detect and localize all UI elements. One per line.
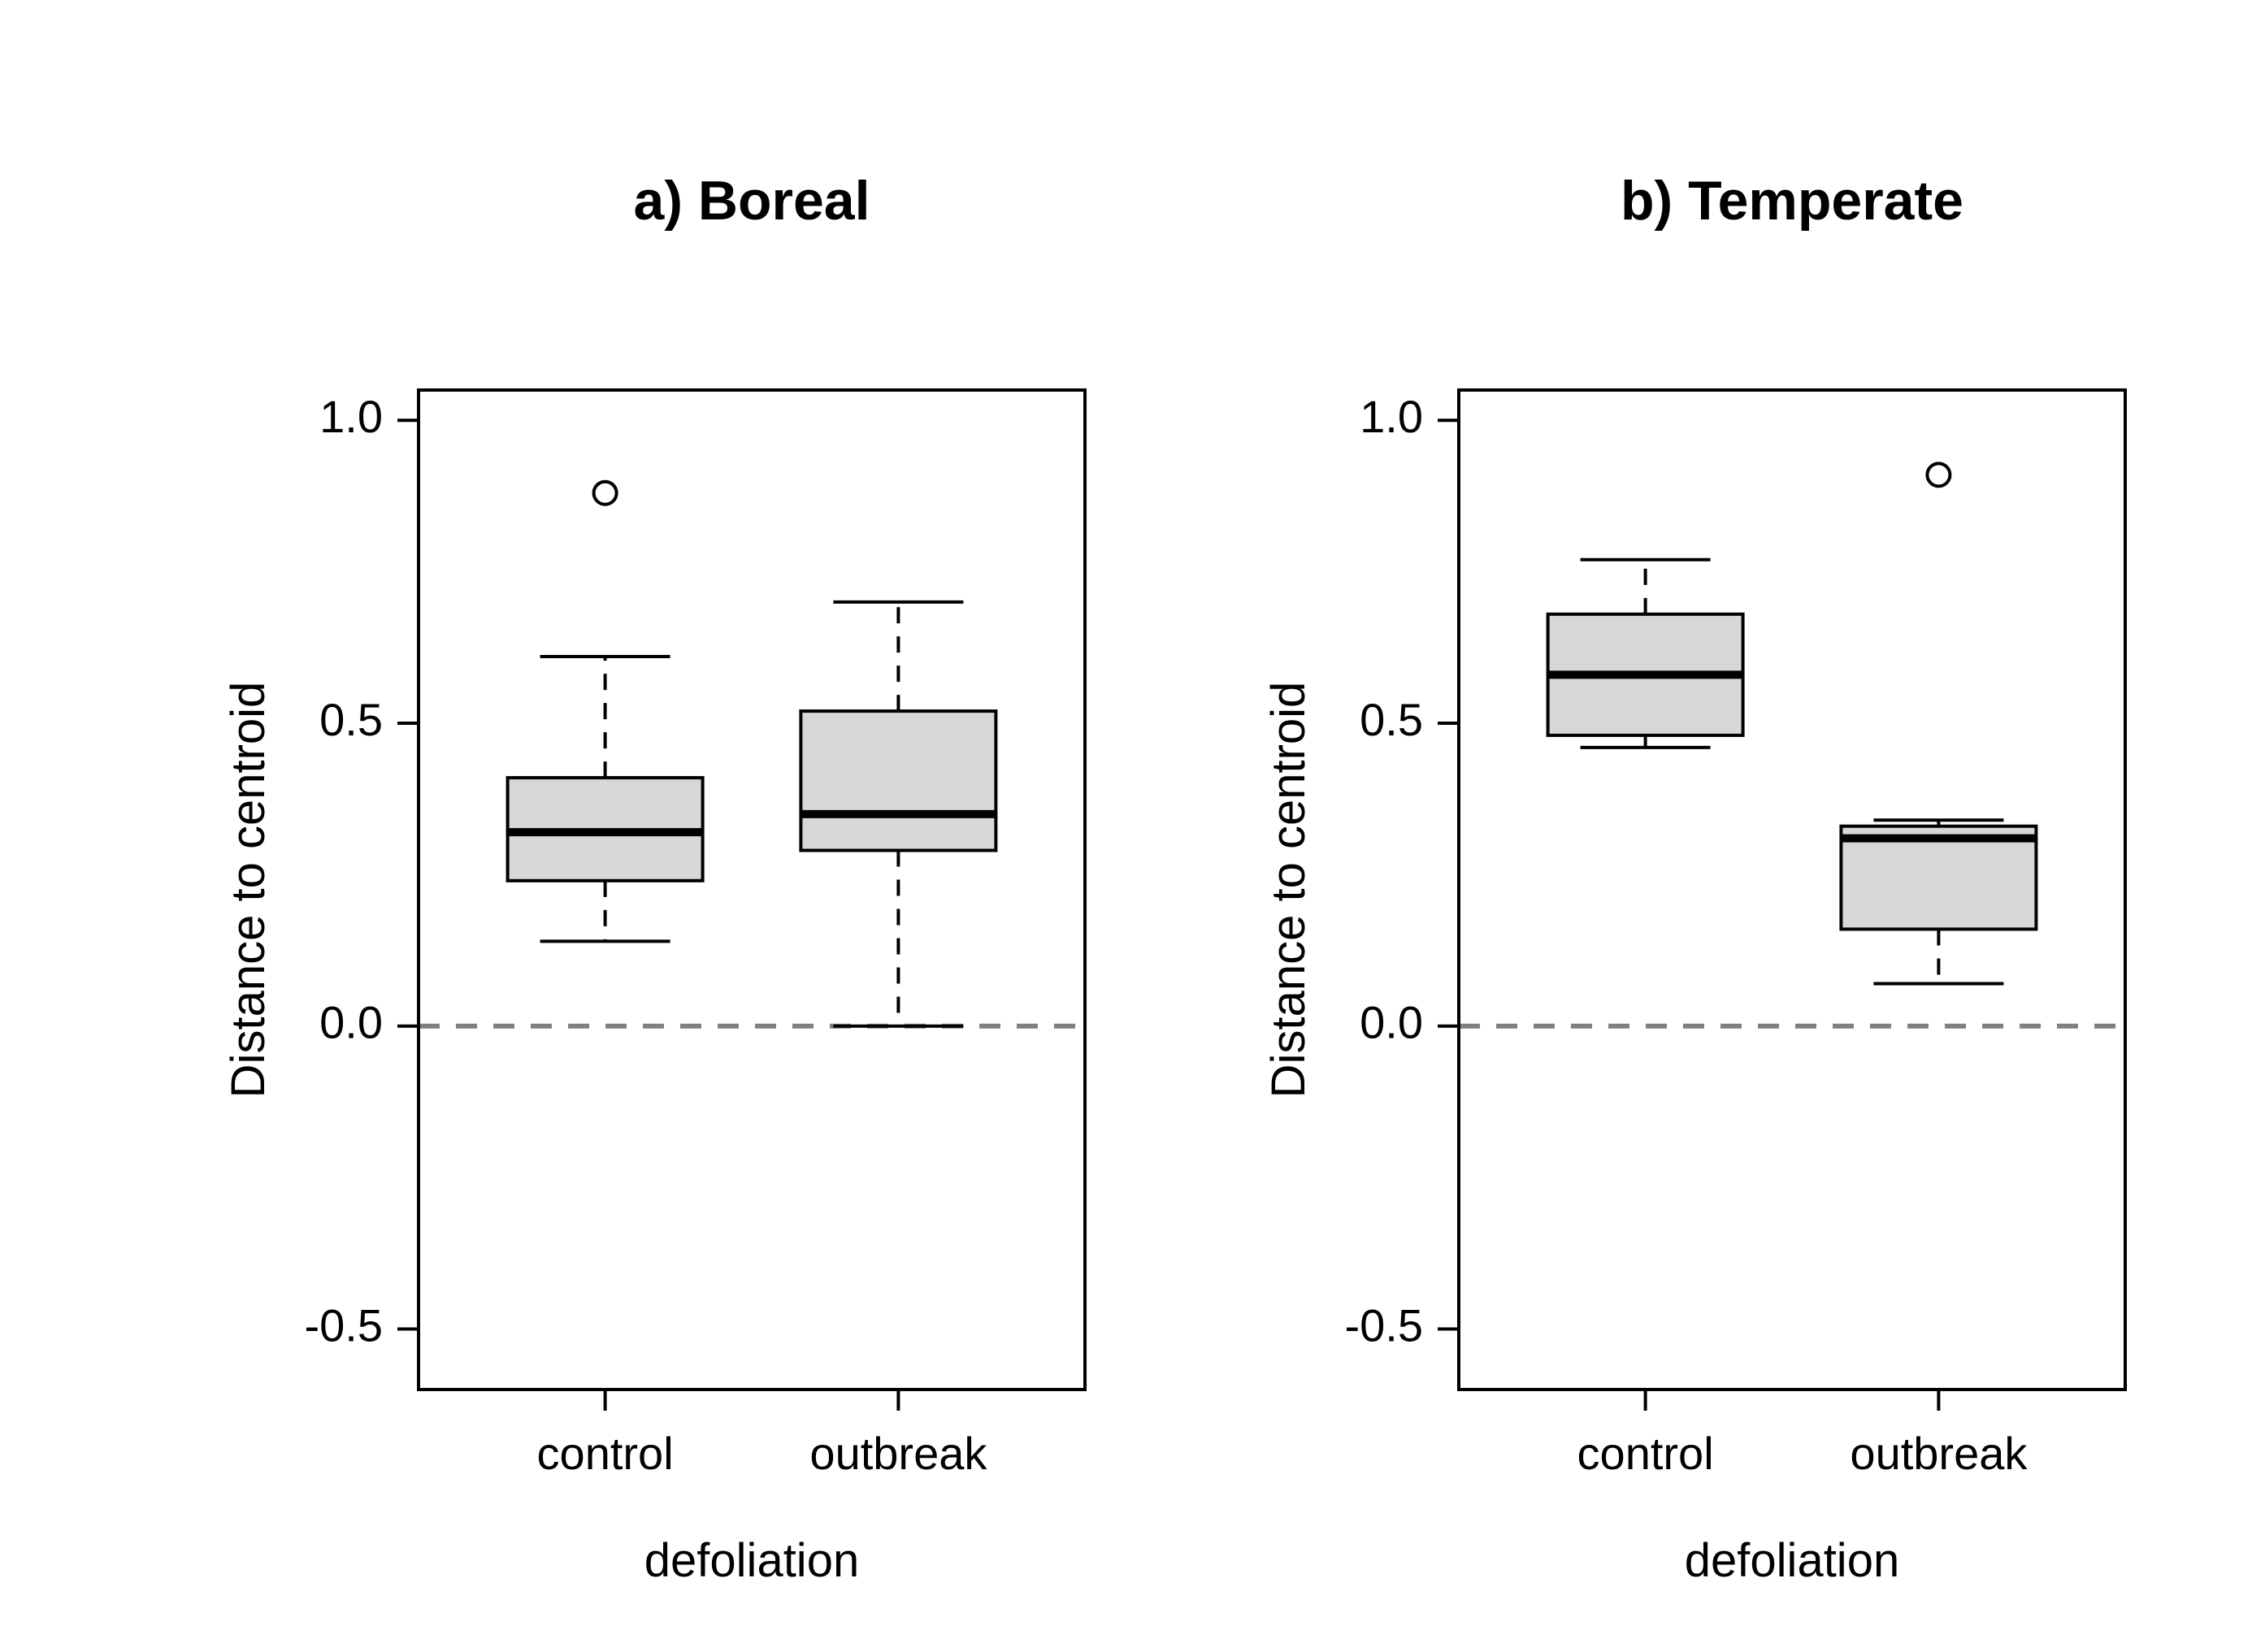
x-axis-label: defoliation bbox=[1685, 1534, 1899, 1587]
y-tick-label: 0.5 bbox=[319, 694, 383, 745]
y-tick-label: 1.0 bbox=[1360, 391, 1423, 442]
iqr-box bbox=[801, 711, 996, 850]
y-tick-label: 0.5 bbox=[1360, 694, 1423, 745]
y-axis-label: Distance to centroid bbox=[222, 682, 275, 1099]
figure-svg: a) Boreal -0.5 0.0 0.5 1.0 Distance to centro… bbox=[0, 0, 2252, 1652]
y-tick-label: -0.5 bbox=[305, 1299, 384, 1351]
y-axis-label: Distance to centroid bbox=[1262, 682, 1315, 1099]
y-tick-label: 0.0 bbox=[319, 997, 383, 1048]
x-tick-label: control bbox=[1577, 1428, 1714, 1479]
x-tick-label: outbreak bbox=[809, 1428, 987, 1479]
panel-title: a) Boreal bbox=[634, 170, 870, 232]
x-tick-label: outbreak bbox=[1850, 1428, 2028, 1479]
y-tick-label: 0.0 bbox=[1360, 997, 1423, 1048]
x-axis-label: defoliation bbox=[644, 1534, 859, 1587]
x-tick-label: control bbox=[537, 1428, 674, 1479]
y-tick-label: 1.0 bbox=[319, 391, 383, 442]
y-tick-label: -0.5 bbox=[1345, 1299, 1424, 1351]
panel-title: b) Temperate bbox=[1621, 170, 1963, 232]
figure-container: a) Boreal -0.5 0.0 0.5 1.0 Distance to centro… bbox=[0, 0, 2252, 1652]
